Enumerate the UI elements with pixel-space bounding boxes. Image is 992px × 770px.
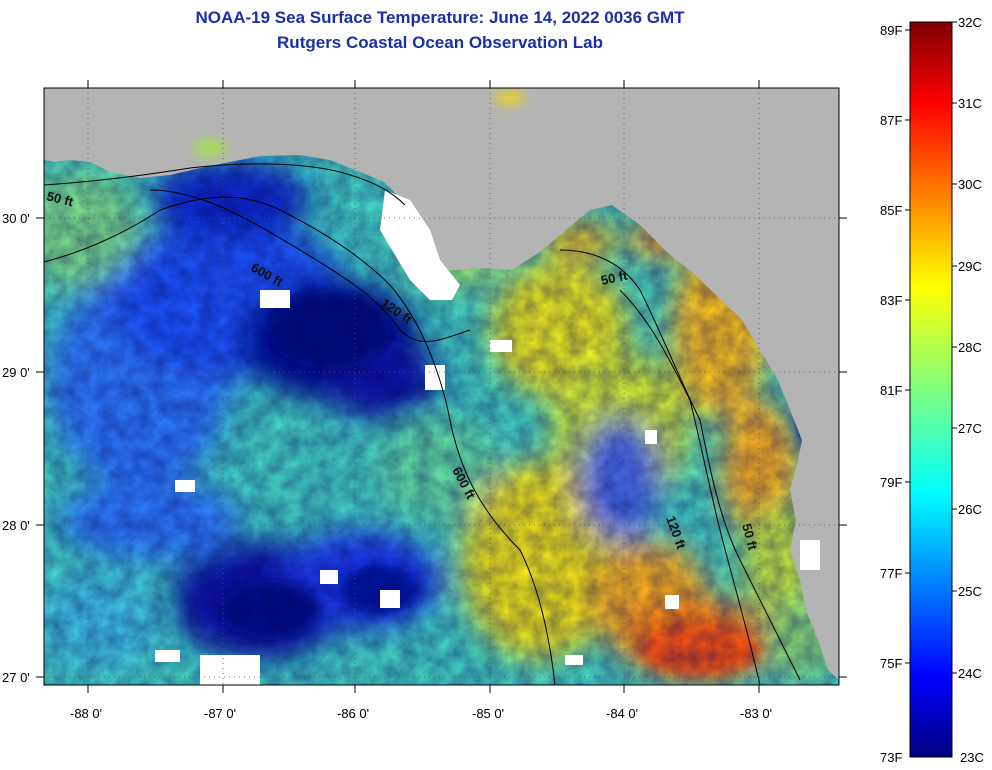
colorbar-f-labels: 89F 87F 85F 83F 81F 79F 77F 75F 73F [880, 23, 902, 765]
c-label: 23C [960, 750, 984, 765]
contour-label-50ft-south: 50 ft [739, 522, 761, 552]
lon-label: -83 0' [740, 706, 772, 721]
colorbar-c-labels: 32C 31C 30C 29C 28C 27C 26C 25C 24C 23C [958, 15, 984, 765]
f-label: 73F [880, 750, 902, 765]
c-label: 32C [958, 15, 982, 30]
lat-label: 29 0' [2, 365, 30, 380]
lon-label: -88 0' [70, 706, 102, 721]
land-mass [44, 88, 839, 680]
f-label: 83F [880, 293, 902, 308]
lon-label: -84 0' [606, 706, 638, 721]
lon-label: -87 0' [204, 706, 236, 721]
f-label: 89F [880, 23, 902, 38]
axis-ticks [36, 80, 847, 693]
colorbar: 89F 87F 85F 83F 81F 79F 77F 75F 73F 32C … [880, 15, 984, 765]
f-label: 85F [880, 203, 902, 218]
lon-label: -86 0' [337, 706, 369, 721]
c-label: 31C [958, 96, 982, 111]
map-title: NOAA-19 Sea Surface Temperature: June 14… [195, 8, 685, 27]
lat-label: 30 0' [2, 211, 30, 226]
contour-label-50ft-bigbend: 50 ft [600, 268, 630, 288]
c-label: 25C [958, 584, 982, 599]
lon-label: -85 0' [472, 706, 504, 721]
sst-field [44, 88, 839, 685]
c-label: 27C [958, 421, 982, 436]
colorbar-gradient [909, 21, 953, 758]
f-label: 75F [880, 656, 902, 671]
f-label: 77F [880, 566, 902, 581]
c-label: 30C [958, 177, 982, 192]
contour-label-50ft-west: 50 ft [45, 188, 75, 209]
latitude-labels: 30 0' 29 0' 28 0' 27 0' [2, 211, 30, 685]
f-label: 87F [880, 113, 902, 128]
lat-label: 28 0' [2, 518, 30, 533]
map-subtitle: Rutgers Coastal Ocean Observation Lab [277, 33, 603, 52]
lat-label: 27 0' [2, 670, 30, 685]
c-label: 26C [958, 502, 982, 517]
coastal-patches [192, 92, 525, 156]
longitude-labels: -88 0' -87 0' -86 0' -85 0' -84 0' -83 0… [70, 706, 772, 721]
colorbar-ticks [905, 21, 957, 674]
c-label: 24C [958, 666, 982, 681]
f-label: 79F [880, 475, 902, 490]
c-label: 29C [958, 259, 982, 274]
c-label: 28C [958, 340, 982, 355]
f-label: 81F [880, 383, 902, 398]
map-frame [43, 87, 840, 686]
